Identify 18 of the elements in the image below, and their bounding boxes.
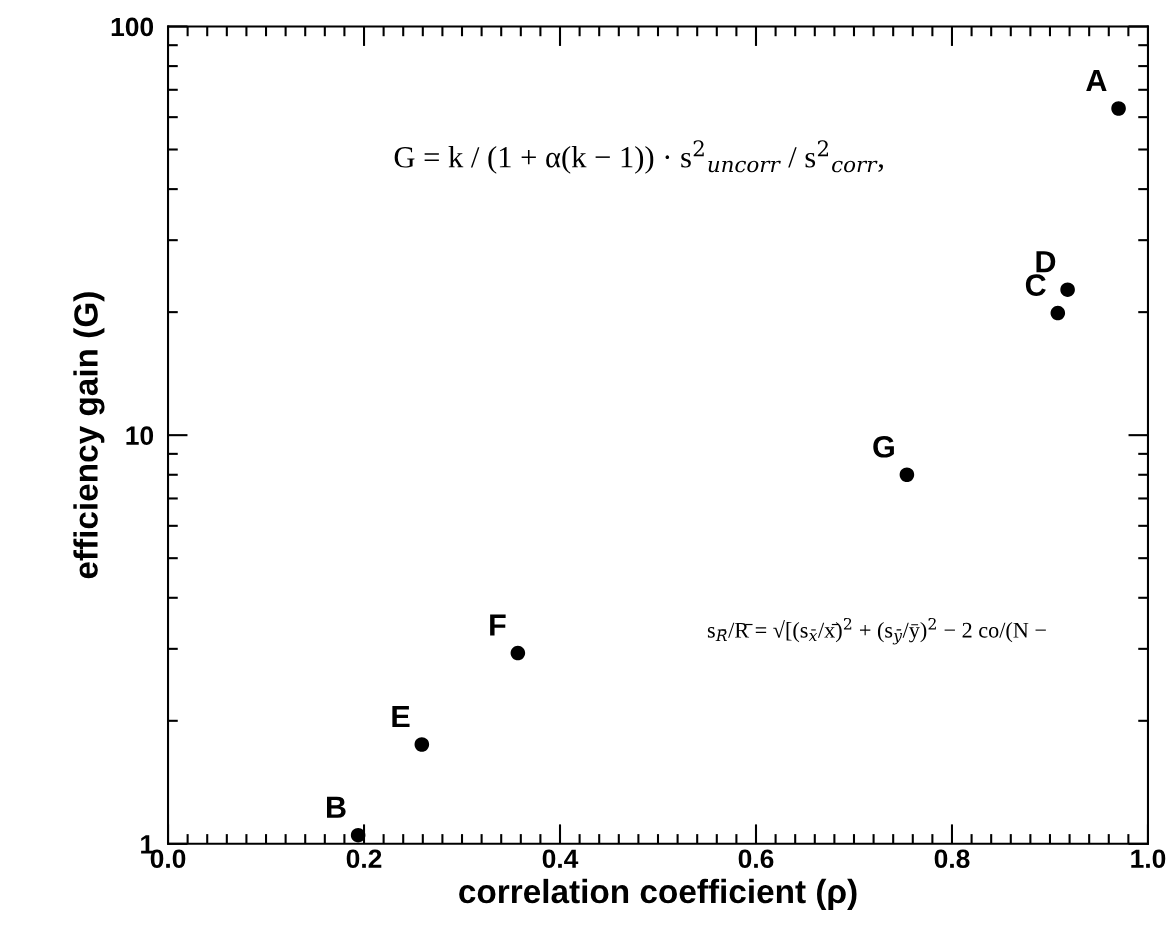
x-tick-label: 0.4 [542,849,579,869]
annotation: D [1036,251,1056,273]
x-tick-label: 0.8 [934,849,970,869]
annotation: G = k / (1 + α(k − 1)) · s$^{2}$$_{uncorr}$ / s$^{2}$$_{corr}$, [394,140,883,174]
x-axis-title: correlation coefficient (ρ) [459,878,857,910]
text: s$_{R̄}$/R̄ = √[(s$_{x̄}$/x̄)$^{2}$ + (s$_{ȳ}$/ȳ)$^{2}$ − 2 co/(N − [707,617,1046,645]
annotation: C [1025,274,1046,296]
x-tick-label: 1.0 [1131,849,1166,869]
y-tick-label: 10 [126,426,154,445]
annotation: G [873,435,894,458]
x-tick-label: 0.2 [346,849,382,869]
annotation: F [490,614,506,636]
y-tick-label: 100 [111,17,154,37]
y-axis-title: efficiency gain (G) [73,292,105,579]
annotation: A [1086,70,1107,92]
annotation: B [327,796,346,818]
x-tick-label: 0.6 [738,849,774,869]
annotation: E [392,706,410,728]
